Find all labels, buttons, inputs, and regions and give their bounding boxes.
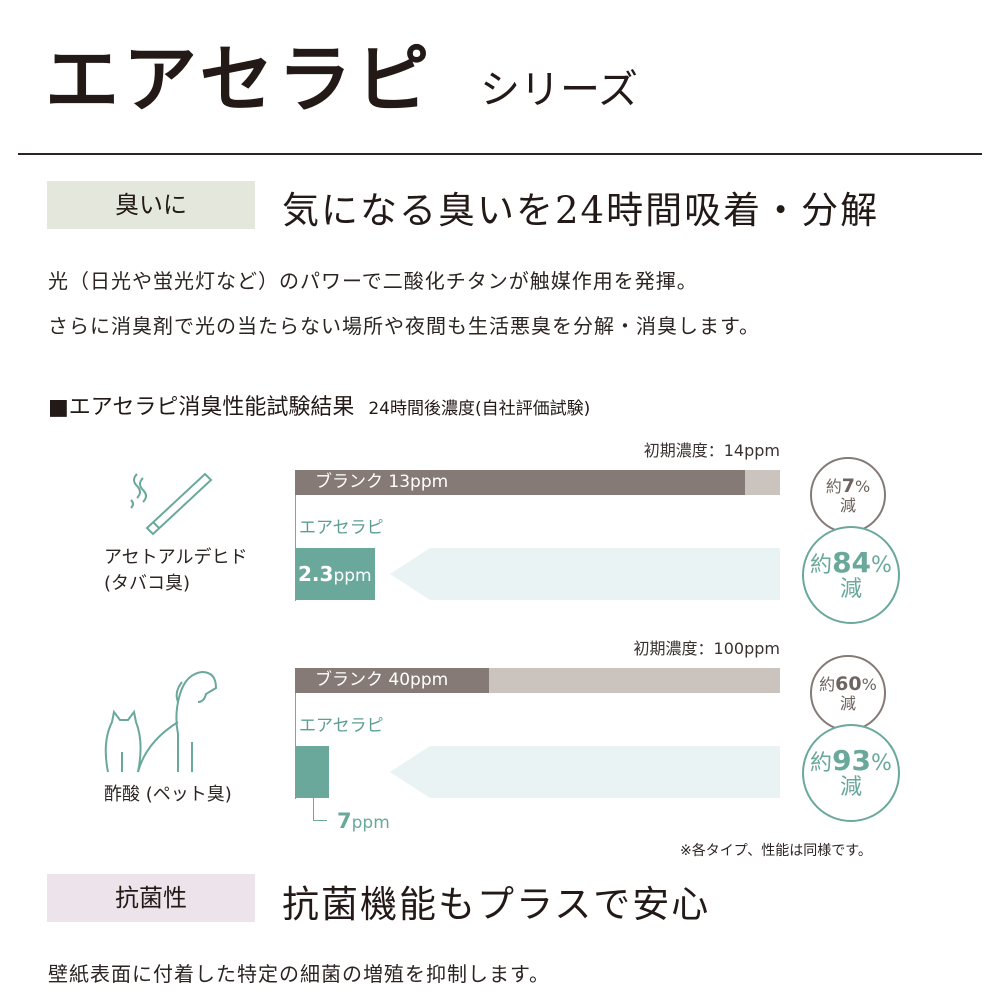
initial-concentration: 初期濃度：14ppm <box>643 441 780 460</box>
row2-name: 酢酸 (ペット臭) <box>104 782 232 808</box>
product-bar <box>295 746 329 798</box>
odor-tag: 臭いに <box>47 181 255 229</box>
page-subtitle: シリーズ <box>480 67 638 113</box>
blank-reduction-badge: 約60% 減 <box>810 655 886 731</box>
product-label: エアセラピ <box>299 716 384 736</box>
blank-bar: ブランク 40ppm <box>295 668 489 693</box>
product-reduction-badge: 約84% 減 <box>802 526 900 624</box>
product-value: 2.3 <box>298 562 334 586</box>
unit: ppm <box>351 813 390 833</box>
row2-sub: (ペット臭) <box>145 784 232 805</box>
odor-desc-1: 光（日光や蛍光灯など）のパワーで二酸化チタンが触媒作用を発揮。 <box>48 269 698 293</box>
blank-bar: ブランク 13ppm <box>295 470 746 495</box>
unit: ppm <box>333 566 372 586</box>
pct-sign: % <box>855 476 871 496</box>
pct: 84 <box>832 545 872 579</box>
note: ※各タイプ、性能は同様です。 <box>680 843 872 859</box>
results-header: ■エアセラピ消臭性能試験結果 24時間後濃度(自社評価試験) <box>48 389 590 421</box>
results-subtitle: 24時間後濃度(自社評価試験) <box>368 399 591 419</box>
pct-sign: % <box>871 552 892 578</box>
row2-name-text: 酢酸 <box>104 784 140 805</box>
row1-name: アセトアルデヒド <box>104 547 248 568</box>
row1-sub: (タバコ臭) <box>104 573 191 594</box>
pct: 60 <box>835 672 862 695</box>
about: 約 <box>810 552 833 578</box>
product-value: 7 <box>337 809 352 833</box>
initial-concentration: 初期濃度：100ppm <box>633 639 780 658</box>
antibacterial-tag: 抗菌性 <box>47 874 255 922</box>
odor-heading: 気になる臭いを24時間吸着・分解 <box>282 189 880 232</box>
reduction: 減 <box>839 577 862 603</box>
pct: 93 <box>832 743 872 777</box>
page-title: エアセラピ <box>45 37 434 123</box>
product-value-label: 7ppm <box>337 809 390 833</box>
about: 約 <box>810 750 833 776</box>
reduction: 減 <box>839 693 856 713</box>
blank-label: ブランク <box>315 472 383 492</box>
odor-desc-2: さらに消臭剤で光の当たらない場所や夜間も生活悪臭を分解・消臭します。 <box>48 314 760 338</box>
about: 約 <box>825 476 842 496</box>
dog-cat-icon <box>104 670 218 773</box>
cigarette-icon <box>130 472 213 536</box>
blank-label: ブランク <box>315 670 383 690</box>
product-bar: 2.3ppm <box>295 548 375 600</box>
product-reduction-badge: 約93% 減 <box>802 724 900 822</box>
blank-value: 13ppm <box>388 472 449 492</box>
reduction-arrow <box>390 548 780 600</box>
pct-sign: % <box>871 750 892 776</box>
leader-line <box>313 771 327 821</box>
product-label: エアセラピ <box>299 518 384 538</box>
antibacterial-heading: 抗菌機能もプラスで安心 <box>282 883 711 926</box>
blank-reduction-badge: 約7% 減 <box>810 457 886 533</box>
pct: 7 <box>841 474 856 497</box>
reduction: 減 <box>839 775 862 801</box>
blank-value: 40ppm <box>388 670 449 690</box>
about: 約 <box>819 674 836 694</box>
divider <box>18 153 982 155</box>
results-title: ■エアセラピ消臭性能試験結果 <box>48 395 355 420</box>
reduction: 減 <box>839 495 856 515</box>
reduction-arrow <box>390 746 780 798</box>
antibacterial-desc: 壁紙表面に付着した特定の細菌の増殖を抑制します。 <box>48 962 550 986</box>
pct-sign: % <box>861 674 877 694</box>
